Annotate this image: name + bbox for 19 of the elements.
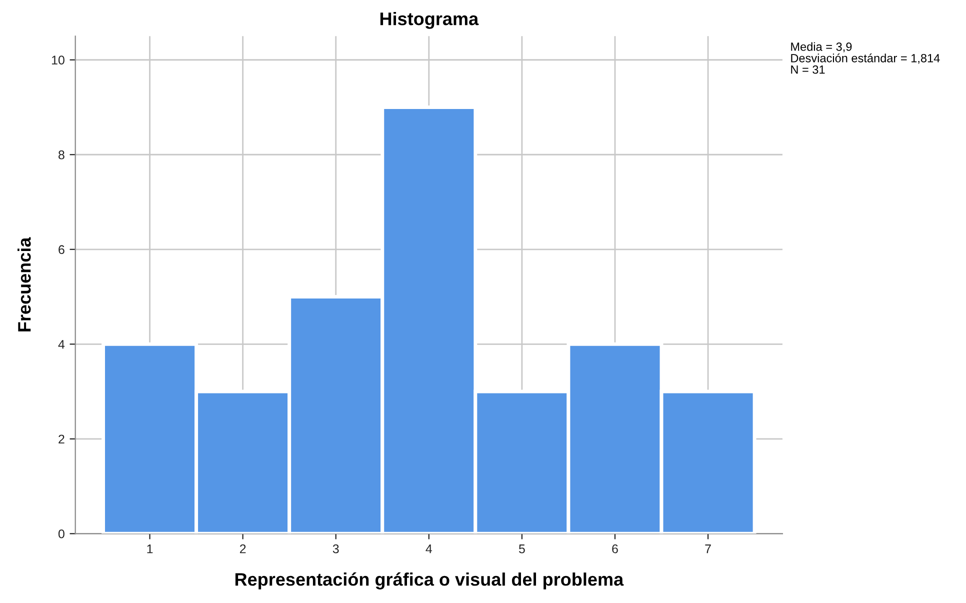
x-tick-label: 2 <box>240 544 246 554</box>
x-tick-label: 7 <box>705 544 711 554</box>
y-tick-label: 10 <box>52 56 64 65</box>
y-tick-label: 8 <box>58 150 64 160</box>
x-tick-label: 6 <box>612 544 618 554</box>
chart-title: Histograma <box>380 12 479 29</box>
x-tick-label: 3 <box>332 544 339 554</box>
y-tick-label: 4 <box>58 340 65 349</box>
x-tick-label: 5 <box>518 544 525 554</box>
y-tick-label: 0 <box>58 529 64 538</box>
x-axis-title: Representación gráfica o visual del problema <box>235 572 624 590</box>
text: Media = 3,9 <box>791 42 852 52</box>
y-axis-title: Frecuencia <box>18 237 31 332</box>
x-tick-label: 4 <box>426 544 432 554</box>
text: N = 31 <box>791 65 825 74</box>
text: Desviación estándar = 1,814 <box>791 54 940 64</box>
y-tick-label: 6 <box>58 245 64 254</box>
x-tick-label: 1 <box>147 544 153 554</box>
y-tick-label: 2 <box>58 434 64 444</box>
